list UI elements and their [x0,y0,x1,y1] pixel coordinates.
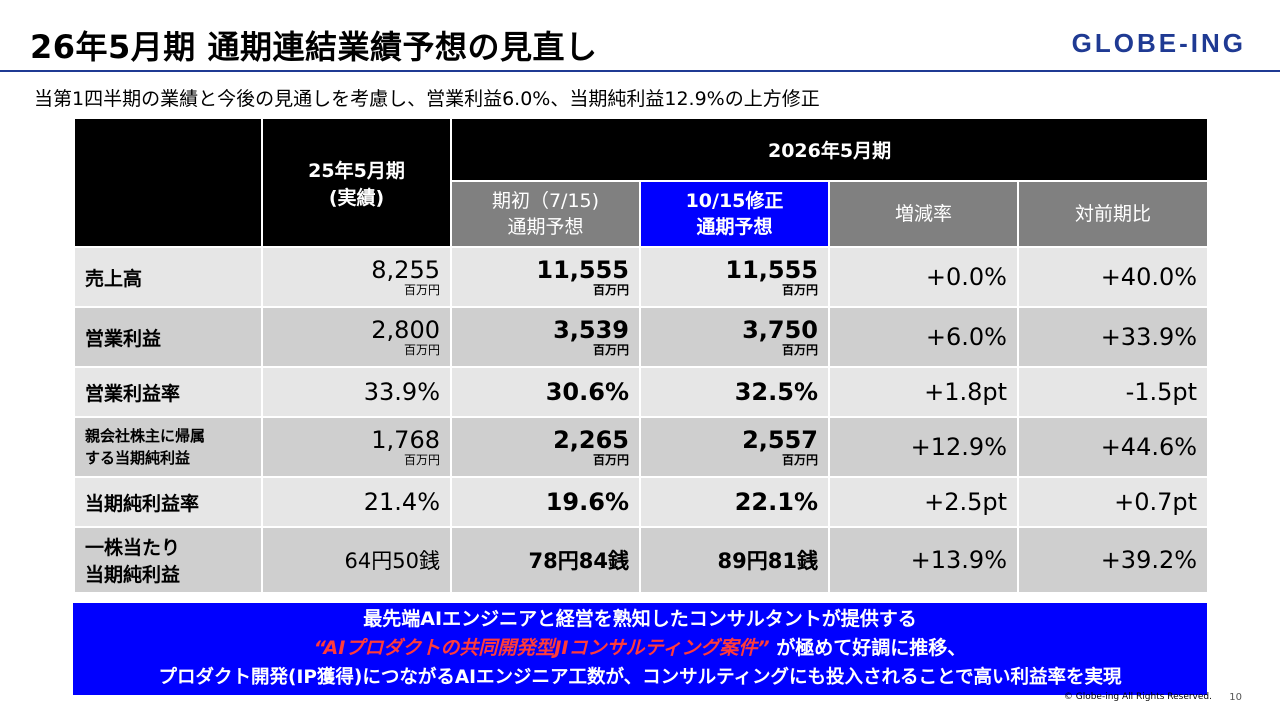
cell-revised: 11,555 百万円 [641,248,828,306]
row-label-line1: 一株当たり [85,537,181,559]
table-row: 当期純利益率 21.4% 19.6% 22.1% +2.5pt +0.7pt [75,478,1208,526]
cell-initial: 19.6% [452,478,639,526]
cell-yoy: +33.9% [1019,308,1208,366]
cell-prev: 2,800 百万円 [263,308,450,366]
initial-label-2: 通期予想 [507,216,584,238]
header-corner [75,119,261,246]
title-divider [0,70,1280,72]
table-row: 親会社株主に帰属 する当期純利益 1,768 百万円 2,265 百万円 2,557… [75,418,1208,476]
banner-line2-rest: が極めて好調に推移、 [776,637,967,659]
cell-initial: 11,555 百万円 [452,248,639,306]
row-label: 一株当たり 当期純利益 [75,528,261,592]
cell-revised: 89円81銭 [641,528,828,592]
header-prev-year: 25年5月期 (実績) [263,119,450,246]
cell-prev: 33.9% [263,368,450,416]
cell-change: +0.0% [830,248,1017,306]
row-label: 当期純利益率 [75,478,261,526]
row-label-line2: する当期純利益 [85,449,191,467]
cell-prev: 1,768 百万円 [263,418,450,476]
table-row: 一株当たり 当期純利益 64円50銭 78円84銭 89円81銭 +13.9% … [75,528,1208,592]
cell-change: +1.8pt [830,368,1017,416]
cell-revised: 32.5% [641,368,828,416]
header-revised-forecast: 10/15修正 通期予想 [641,182,828,246]
cell-yoy: +40.0% [1019,248,1208,306]
cell-change: +12.9% [830,418,1017,476]
header-change-rate: 増減率 [830,182,1017,246]
table-row: 営業利益 2,800 百万円 3,539 百万円 3,750 百万円 +6.0% +3… [75,308,1208,366]
cell-revised: 22.1% [641,478,828,526]
row-label-line1: 親会社株主に帰属 [85,427,206,445]
row-label: 売上高 [75,248,261,306]
header-fy2026: 2026年5月期 [452,119,1208,180]
cell-change: +2.5pt [830,478,1017,526]
row-label: 親会社株主に帰属 する当期純利益 [75,418,261,476]
copyright: © Globe-ing All Rights Reserved. [1063,692,1212,702]
highlight-banner: 最先端AIエンジニアと経営を熟知したコンサルタントが提供する “AIプロダクトの… [73,603,1207,695]
initial-label-1: 期初（7/15) [491,190,600,212]
cell-change: +13.9% [830,528,1017,592]
table-row: 営業利益率 33.9% 30.6% 32.5% +1.8pt -1.5pt [75,368,1208,416]
banner-line3: プロダクト開発(IP獲得)につながるAIエンジニア工数が、コンサルティングにも投… [158,667,1122,688]
cell-yoy: +44.6% [1019,418,1208,476]
row-label: 営業利益 [75,308,261,366]
cell-initial: 2,265 百万円 [452,418,639,476]
cell-yoy: +0.7pt [1019,478,1208,526]
banner-line1: 最先端AIエンジニアと経営を熟知したコンサルタントが提供する [363,608,917,630]
revised-label-1: 10/15修正 [685,190,784,212]
cell-prev: 8,255 百万円 [263,248,450,306]
prev-year-sub: (実績) [328,186,385,209]
cell-revised: 2,557 百万円 [641,418,828,476]
cell-revised: 3,750 百万円 [641,308,828,366]
cell-yoy: -1.5pt [1019,368,1208,416]
cell-initial: 78円84銭 [452,528,639,592]
cell-initial: 3,539 百万円 [452,308,639,366]
row-label-line2: 当期純利益 [85,564,181,586]
page-subtitle: 当第1四半期の業績と今後の見通しを考慮し、営業利益6.0%、当期純利益12.9%… [34,88,820,110]
cell-prev: 21.4% [263,478,450,526]
page-number: 10 [1229,692,1242,703]
page-title: 26年5月期 通期連結業績予想の見直し [30,28,598,66]
prev-year-label: 25年5月期 [308,159,405,182]
row-label: 営業利益率 [75,368,261,416]
banner-line2: “AIプロダクトの共同開発型JIコンサルティング案件” が極めて好調に推移、 [73,634,1207,663]
header-yoy: 対前期比 [1019,182,1208,246]
banner-highlight-text: “AIプロダクトの共同開発型JIコンサルティング案件” [313,637,770,659]
cell-prev: 64円50銭 [263,528,450,592]
company-logo: GLOBE-ING [1071,28,1246,58]
revised-label-2: 通期予想 [696,216,773,238]
cell-change: +6.0% [830,308,1017,366]
cell-initial: 30.6% [452,368,639,416]
header-initial-forecast: 期初（7/15) 通期予想 [452,182,639,246]
table-row: 売上高 8,255 百万円 11,555 百万円 11,555 百万円 +0.0% +… [75,248,1208,306]
cell-yoy: +39.2% [1019,528,1208,592]
forecast-table: 25年5月期 (実績) 2026年5月期 期初（7/15) 通期予想 10/15… [73,117,1209,594]
